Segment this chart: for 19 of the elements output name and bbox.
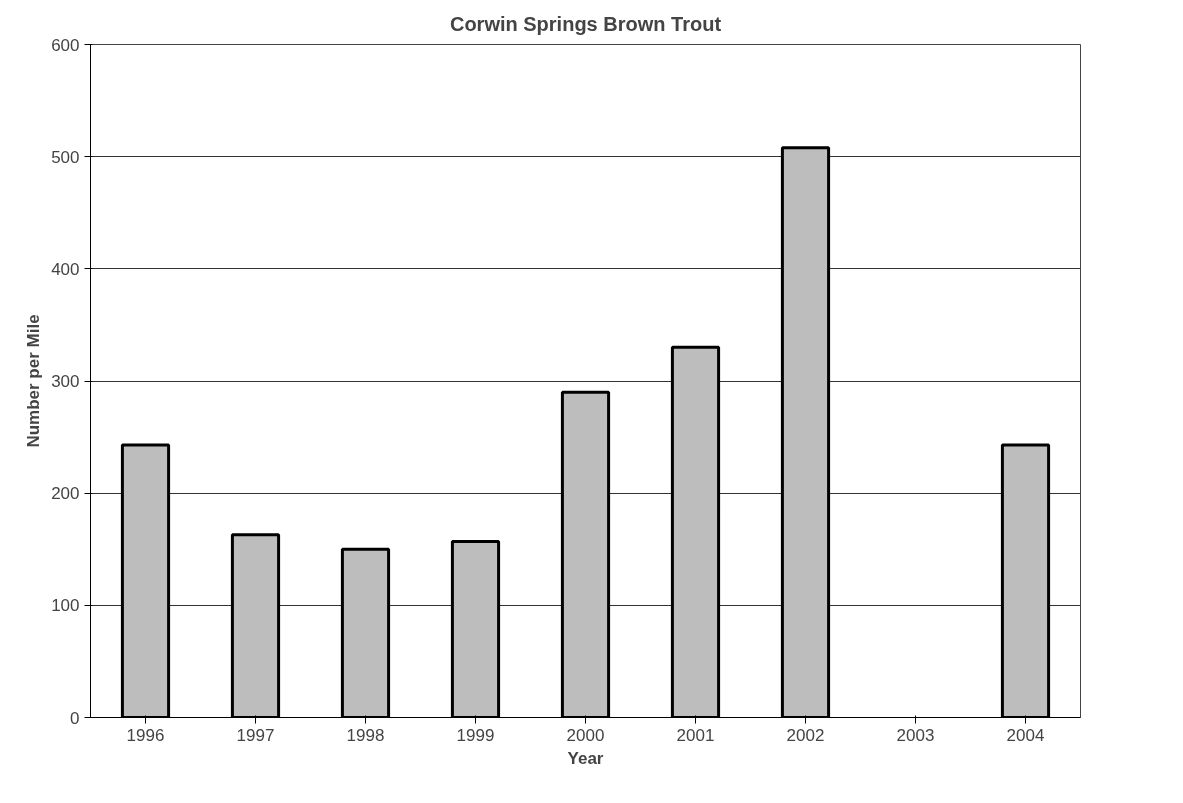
y-axis-title: Number per Mile <box>24 314 44 448</box>
y-tick-label: 400 <box>51 259 80 279</box>
x-tick-label: 2004 <box>1006 725 1045 745</box>
x-tick-label: 2002 <box>786 725 825 745</box>
y-tick-label: 0 <box>70 708 80 728</box>
y-tick-label: 300 <box>51 372 80 391</box>
x-tick-label: 1999 <box>456 725 495 745</box>
x-axis-title: Year <box>567 748 604 768</box>
x-tick-label: 1997 <box>236 725 275 745</box>
chart-title: Corwin Springs Brown Trout <box>449 12 722 35</box>
x-tick-label: 2001 <box>676 725 715 745</box>
x-tick-label: 2000 <box>566 725 605 745</box>
y-tick-label: 200 <box>51 484 80 504</box>
y-tick-label: 500 <box>51 147 80 167</box>
x-tick-label: 1996 <box>126 725 165 745</box>
x-tick-label: 1998 <box>346 725 385 745</box>
y-tick-label: 600 <box>51 35 80 55</box>
x-tick-label: 2003 <box>896 725 935 745</box>
y-tick-label: 100 <box>51 596 80 616</box>
